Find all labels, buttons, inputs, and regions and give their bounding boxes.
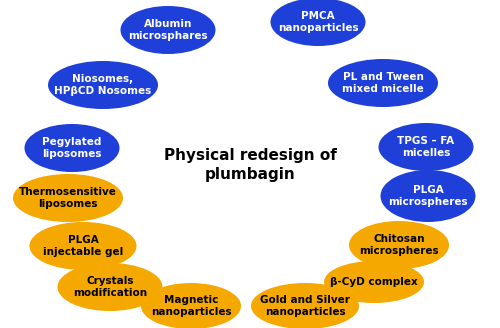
Text: PL and Tween
mixed micelle: PL and Tween mixed micelle <box>342 72 424 94</box>
Ellipse shape <box>380 170 476 222</box>
Text: PLGA
injectable gel: PLGA injectable gel <box>43 235 123 257</box>
Ellipse shape <box>324 261 424 303</box>
Ellipse shape <box>349 221 449 269</box>
Ellipse shape <box>141 283 241 328</box>
Text: Chitosan
microspheres: Chitosan microspheres <box>359 234 439 256</box>
Text: Gold and Silver
nanoparticles: Gold and Silver nanoparticles <box>260 295 350 317</box>
Ellipse shape <box>58 263 162 311</box>
Text: Niosomes,
HPβCD Nosomes: Niosomes, HPβCD Nosomes <box>54 74 152 96</box>
Text: β-CyD complex: β-CyD complex <box>330 277 418 287</box>
Text: Albumin
microsphares: Albumin microsphares <box>128 19 208 41</box>
Ellipse shape <box>270 0 366 46</box>
Text: Pegylated
liposomes: Pegylated liposomes <box>42 137 102 159</box>
Ellipse shape <box>328 59 438 107</box>
Text: Crystals
modification: Crystals modification <box>73 276 147 298</box>
Text: Thermosensitive
liposomes: Thermosensitive liposomes <box>19 187 117 209</box>
Text: Magnetic
nanoparticles: Magnetic nanoparticles <box>150 295 232 317</box>
Ellipse shape <box>378 123 474 171</box>
Text: PMCA
nanoparticles: PMCA nanoparticles <box>278 11 358 33</box>
Text: Physical redesign of
plumbagin: Physical redesign of plumbagin <box>164 148 336 182</box>
Ellipse shape <box>120 6 216 54</box>
Ellipse shape <box>13 174 123 222</box>
Ellipse shape <box>48 61 158 109</box>
Ellipse shape <box>30 222 136 270</box>
Text: TPGS – FA
micelles: TPGS – FA micelles <box>398 136 454 158</box>
Ellipse shape <box>24 124 120 172</box>
Ellipse shape <box>251 283 359 328</box>
Text: PLGA
microspheres: PLGA microspheres <box>388 185 468 207</box>
